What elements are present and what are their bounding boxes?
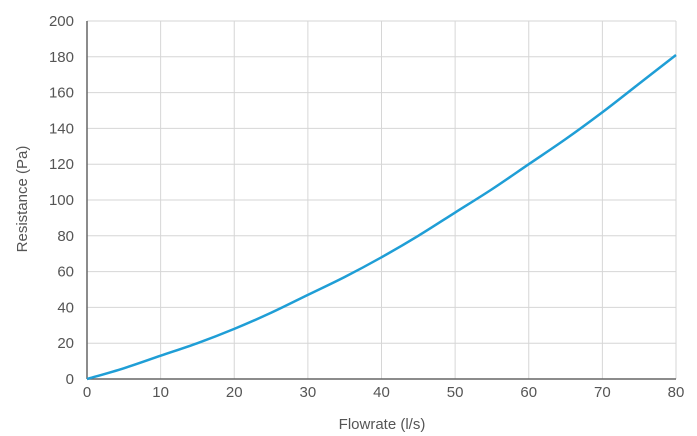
y-tick-label: 120 bbox=[49, 156, 74, 173]
x-tick-label: 10 bbox=[152, 384, 169, 401]
y-tick-label: 200 bbox=[49, 13, 74, 30]
y-tick-label: 100 bbox=[49, 192, 74, 209]
y-tick-label: 140 bbox=[49, 120, 74, 137]
x-tick-label: 80 bbox=[668, 384, 685, 401]
y-tick-label: 40 bbox=[57, 299, 74, 316]
x-tick-label: 60 bbox=[520, 384, 537, 401]
x-tick-label: 40 bbox=[373, 384, 390, 401]
x-tick-label: 20 bbox=[226, 384, 243, 401]
x-tick-label: 50 bbox=[447, 384, 464, 401]
x-axis-title: Flowrate (l/s) bbox=[339, 416, 426, 433]
x-tick-labels: 0 10 20 30 40 50 60 70 80 bbox=[83, 384, 685, 401]
y-tick-label: 20 bbox=[57, 335, 74, 352]
x-tick-label: 0 bbox=[83, 384, 91, 401]
x-tick-label: 30 bbox=[300, 384, 317, 401]
y-tick-labels: 0 20 40 60 80 100 120 140 160 180 200 bbox=[49, 13, 74, 388]
y-tick-label: 160 bbox=[49, 85, 74, 102]
series-line bbox=[86, 54, 677, 381]
y-axis-title: Resistance (Pa) bbox=[14, 146, 31, 253]
y-tick-label: 60 bbox=[57, 264, 74, 281]
series bbox=[86, 54, 677, 381]
x-tick-label: 70 bbox=[594, 384, 611, 401]
axes bbox=[86, 21, 676, 380]
y-tick-label: 0 bbox=[66, 371, 74, 388]
y-tick-label: 180 bbox=[49, 49, 74, 66]
y-tick-label: 80 bbox=[57, 228, 74, 245]
grid bbox=[87, 20, 677, 379]
